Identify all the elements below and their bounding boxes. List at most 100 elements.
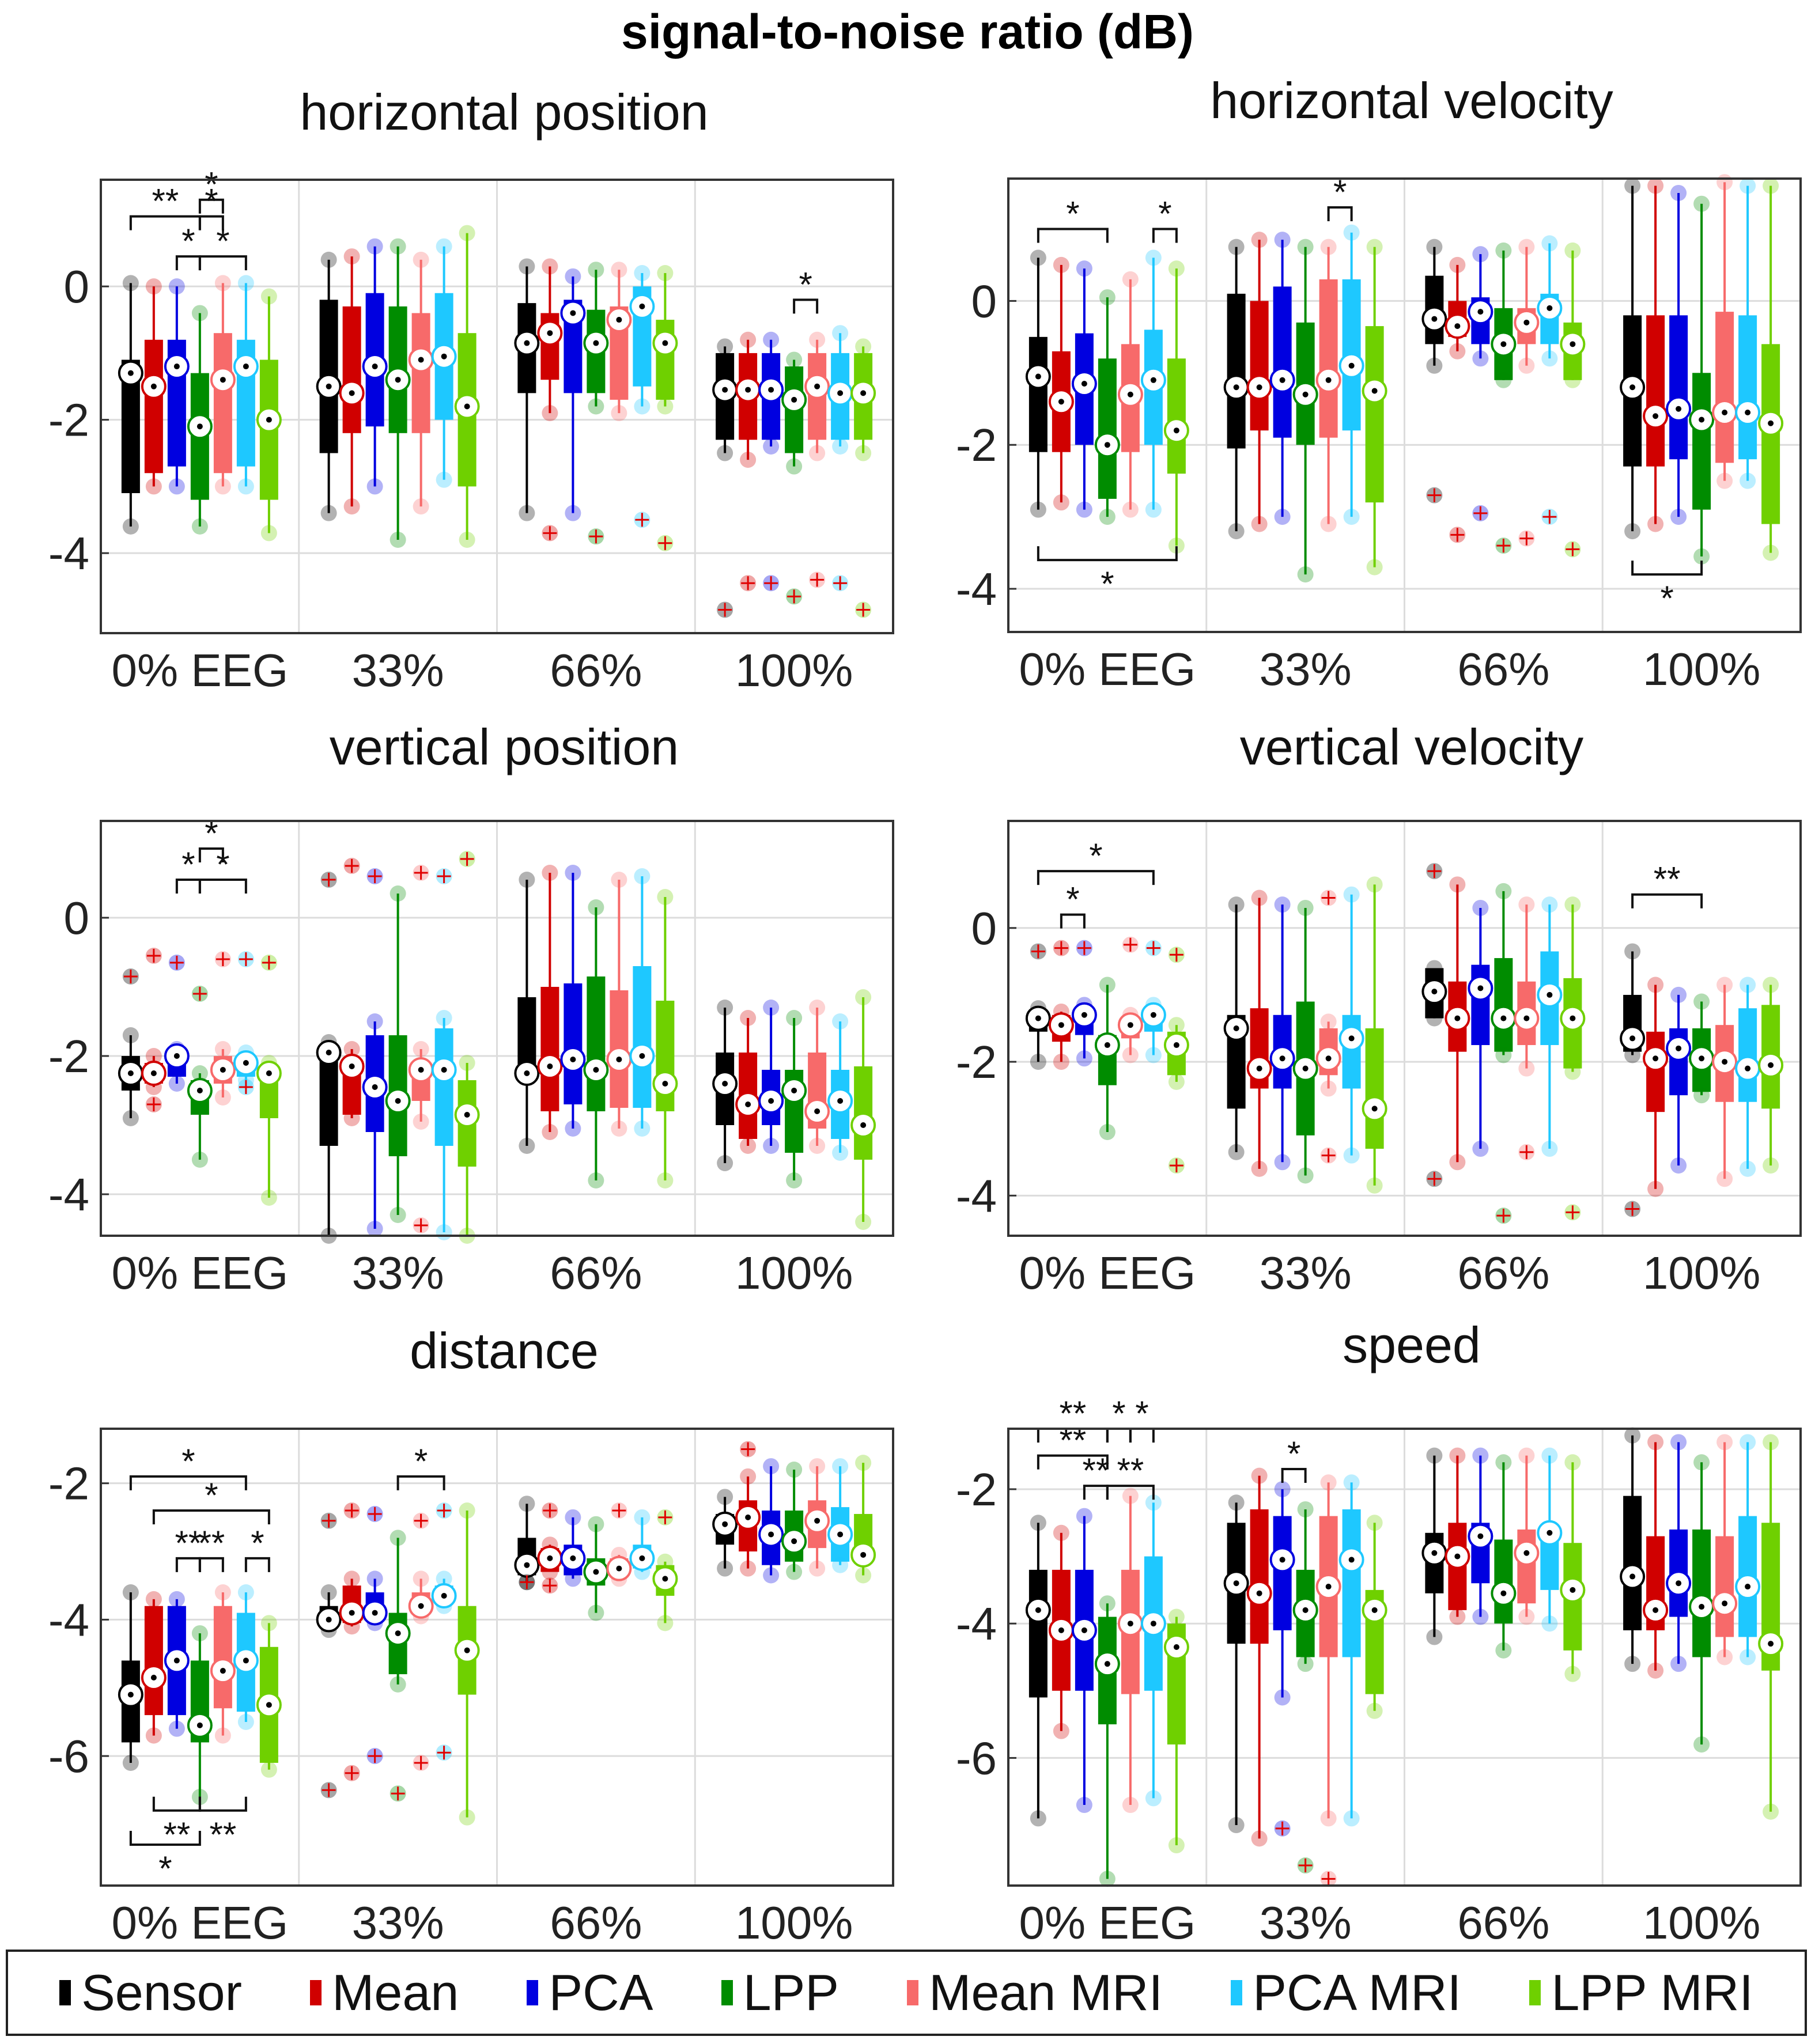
box-mean: [339, 1041, 365, 1126]
extreme-point: [390, 1676, 406, 1693]
extreme-point: [1518, 357, 1535, 374]
extreme-point: [1099, 976, 1116, 993]
median-dot: [837, 390, 844, 396]
extreme-point: [1053, 1524, 1069, 1541]
extreme-point: [763, 1458, 780, 1475]
extreme-point: [832, 438, 849, 455]
extreme-point: [1763, 976, 1779, 993]
extreme-point: [542, 865, 558, 881]
y-tick-label: -2: [48, 395, 89, 446]
outlier: [320, 1512, 337, 1529]
bracket-line: [1037, 1454, 1109, 1470]
extreme-point: [611, 1121, 627, 1137]
legend-swatch: [721, 1980, 733, 2005]
box-pca-mri: [1338, 886, 1364, 1164]
median-dot: [372, 1084, 378, 1090]
box-pca: [164, 1041, 190, 1092]
extreme-point: [565, 1509, 581, 1526]
box-body: [342, 306, 361, 433]
box-sensor: [712, 338, 738, 461]
extreme-point: [320, 251, 337, 268]
median-dot: [127, 1070, 134, 1076]
box-body: [1738, 315, 1757, 460]
box-sensor: [1025, 1000, 1051, 1070]
y-tick-label: -6: [956, 1732, 997, 1784]
extreme-point: [542, 258, 558, 275]
box-body: [1273, 1516, 1292, 1630]
median-dot: [1653, 413, 1659, 419]
box-lpp-mri: [1362, 239, 1387, 576]
extreme-point: [459, 1809, 475, 1826]
outlier: [855, 601, 872, 618]
box-mean: [1643, 976, 1669, 1197]
extreme-point: [717, 1000, 733, 1016]
box-lpp: [1689, 1454, 1715, 1753]
box-pca-mri: [431, 1570, 457, 1614]
extreme-point: [1472, 246, 1489, 263]
extreme-point: [1495, 372, 1512, 388]
median-dot: [1325, 1584, 1332, 1590]
median-dot: [1523, 319, 1530, 325]
box-lpp: [1491, 242, 1517, 388]
extreme-point: [214, 478, 231, 495]
extreme-point: [542, 405, 558, 422]
x-tick-label: 100%: [1643, 1897, 1761, 1948]
median-dot: [1325, 1055, 1332, 1062]
extreme-point: [1076, 501, 1092, 518]
outlier: [237, 951, 254, 967]
extreme-point: [1274, 896, 1291, 913]
outlier: [763, 575, 780, 592]
outlier: [413, 1754, 429, 1771]
plot-frame: [1007, 1428, 1802, 1887]
extreme-point: [1564, 1454, 1581, 1471]
median-dot: [837, 1531, 844, 1538]
median-dot: [639, 303, 645, 309]
x-tick-label: 0% EEG: [1019, 644, 1196, 695]
median-dot: [768, 1531, 774, 1538]
median-dot: [860, 1122, 867, 1128]
median-dot: [745, 1102, 751, 1107]
box-mean-mri: [408, 1041, 434, 1130]
significance-label: *: [205, 1476, 218, 1515]
median-dot: [1302, 1607, 1309, 1613]
box-mean-mri: [1117, 1487, 1143, 1814]
extreme-point: [1647, 516, 1664, 532]
extreme-point: [1320, 1474, 1337, 1491]
extreme-point: [1564, 896, 1581, 913]
outlier: [436, 1502, 452, 1519]
extreme-point: [763, 438, 780, 455]
box-body: [564, 983, 583, 1104]
extreme-point: [717, 338, 733, 355]
extreme-point: [1670, 184, 1687, 201]
median-dot: [326, 1050, 332, 1055]
outlier: [343, 858, 360, 874]
extreme-point: [1053, 494, 1069, 511]
extreme-point: [1122, 1047, 1139, 1063]
extreme-point: [214, 1041, 231, 1057]
box-lpp-mri: [256, 1615, 282, 1778]
extreme-point: [1274, 1154, 1291, 1171]
extreme-point: [1541, 1141, 1558, 1157]
extreme-point: [786, 1462, 803, 1478]
significance-label: **: [1060, 1394, 1087, 1433]
extreme-point: [1099, 1595, 1116, 1612]
extreme-point: [1099, 1124, 1116, 1140]
median-dot: [791, 1538, 797, 1545]
median-dot: [1500, 1590, 1507, 1596]
extreme-point: [390, 1207, 406, 1223]
box-lpp-mri: [1758, 177, 1784, 561]
extreme-point: [1274, 1481, 1291, 1497]
box-body: [1692, 373, 1711, 510]
extreme-point: [1297, 566, 1314, 583]
median-dot: [1629, 384, 1636, 391]
box-lpp-mri: [1163, 260, 1189, 554]
median-dot: [547, 1555, 553, 1561]
extreme-point: [145, 278, 162, 295]
significance-bracket: *: [396, 1442, 445, 1490]
extreme-point: [191, 1625, 208, 1642]
extreme-point: [1168, 1837, 1185, 1854]
box-pca: [164, 278, 190, 495]
extreme-point: [1472, 1141, 1489, 1157]
y-tick-label: -2: [956, 1036, 997, 1088]
